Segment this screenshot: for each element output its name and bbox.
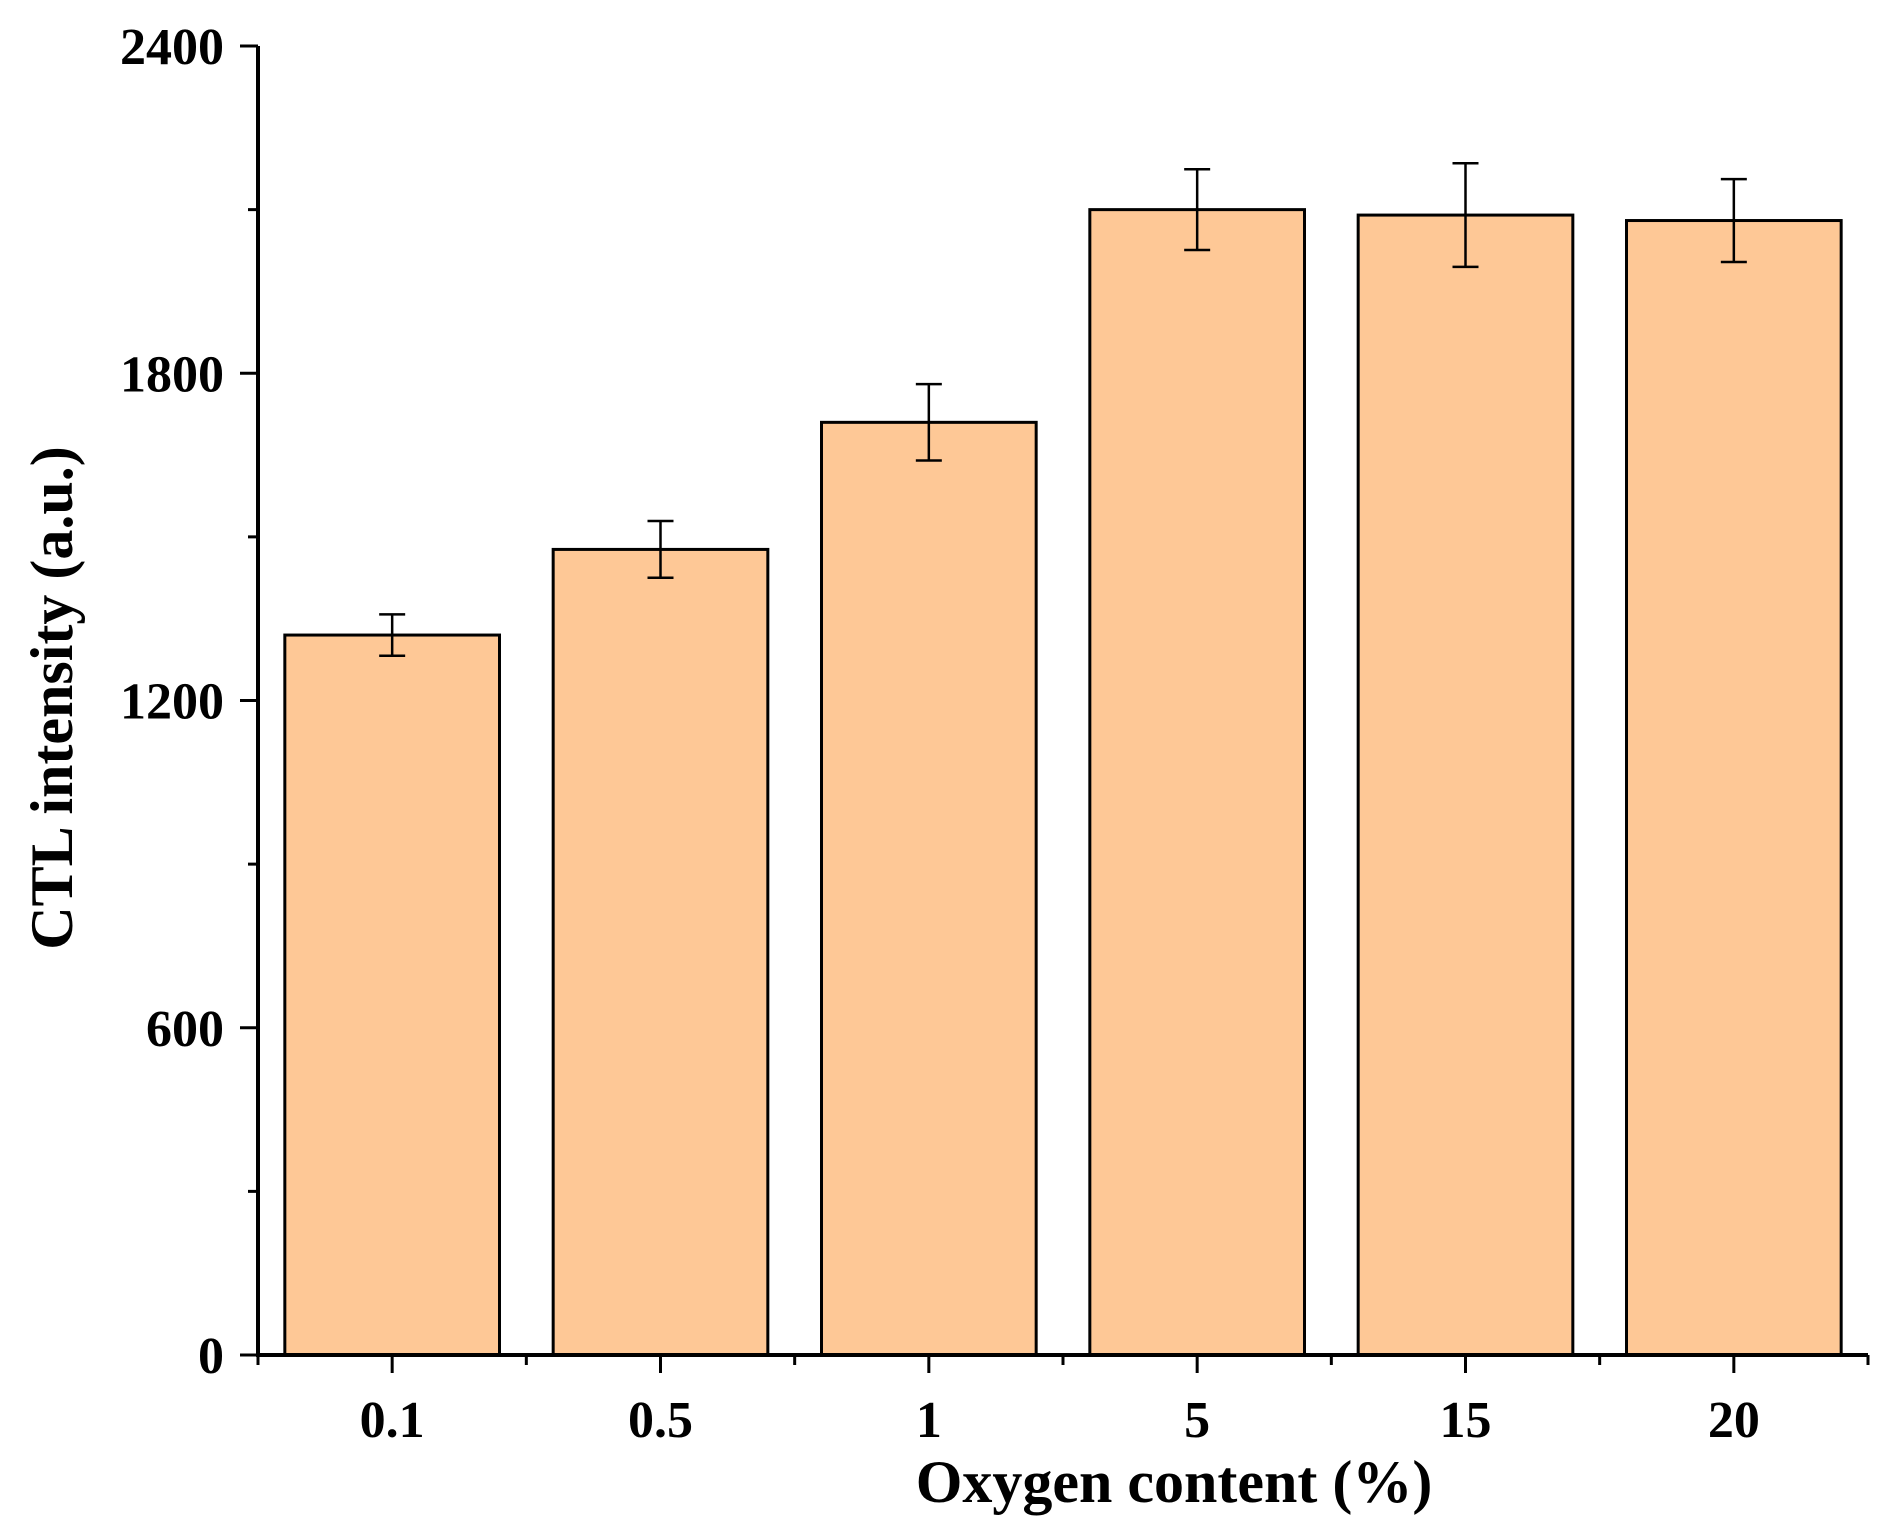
y-tick-label-0: 0 bbox=[198, 1328, 224, 1385]
x-tick-label-20: 20 bbox=[1708, 1392, 1760, 1449]
x-axis-title: Oxygen content (%) bbox=[916, 1449, 1433, 1515]
error-bar-20 bbox=[1720, 177, 1747, 264]
x-tick-label-0.1: 0.1 bbox=[360, 1392, 425, 1449]
error-bar-15 bbox=[1452, 162, 1479, 269]
bars-layer bbox=[283, 208, 1843, 1357]
bar-0.5 bbox=[551, 547, 770, 1357]
x-tick-label-15: 15 bbox=[1440, 1392, 1492, 1449]
x-tick-label-1: 1 bbox=[916, 1392, 942, 1449]
error-bar-0.5 bbox=[647, 519, 674, 580]
x-tick-label-0.5: 0.5 bbox=[628, 1392, 693, 1449]
y-tick-label-1800: 1800 bbox=[120, 346, 224, 403]
error-bars-layer bbox=[379, 162, 1747, 658]
y-tick-label-1200: 1200 bbox=[120, 674, 224, 731]
bar-15 bbox=[1356, 213, 1575, 1357]
error-bar-1 bbox=[915, 382, 942, 462]
y-tick-label-600: 600 bbox=[146, 1001, 224, 1058]
bar-0.1 bbox=[283, 633, 502, 1357]
bar-1 bbox=[820, 420, 1038, 1357]
x-tick-label-5: 5 bbox=[1184, 1392, 1210, 1449]
bar-20 bbox=[1625, 219, 1843, 1357]
bar-5 bbox=[1088, 208, 1307, 1357]
y-axis-title: CTL intensity (a.u.) bbox=[19, 446, 85, 949]
error-bar-0.1 bbox=[379, 613, 406, 658]
error-bar-5 bbox=[1184, 168, 1211, 252]
y-tick-label-2400: 2400 bbox=[120, 19, 224, 76]
axes-layer bbox=[240, 44, 1870, 1373]
